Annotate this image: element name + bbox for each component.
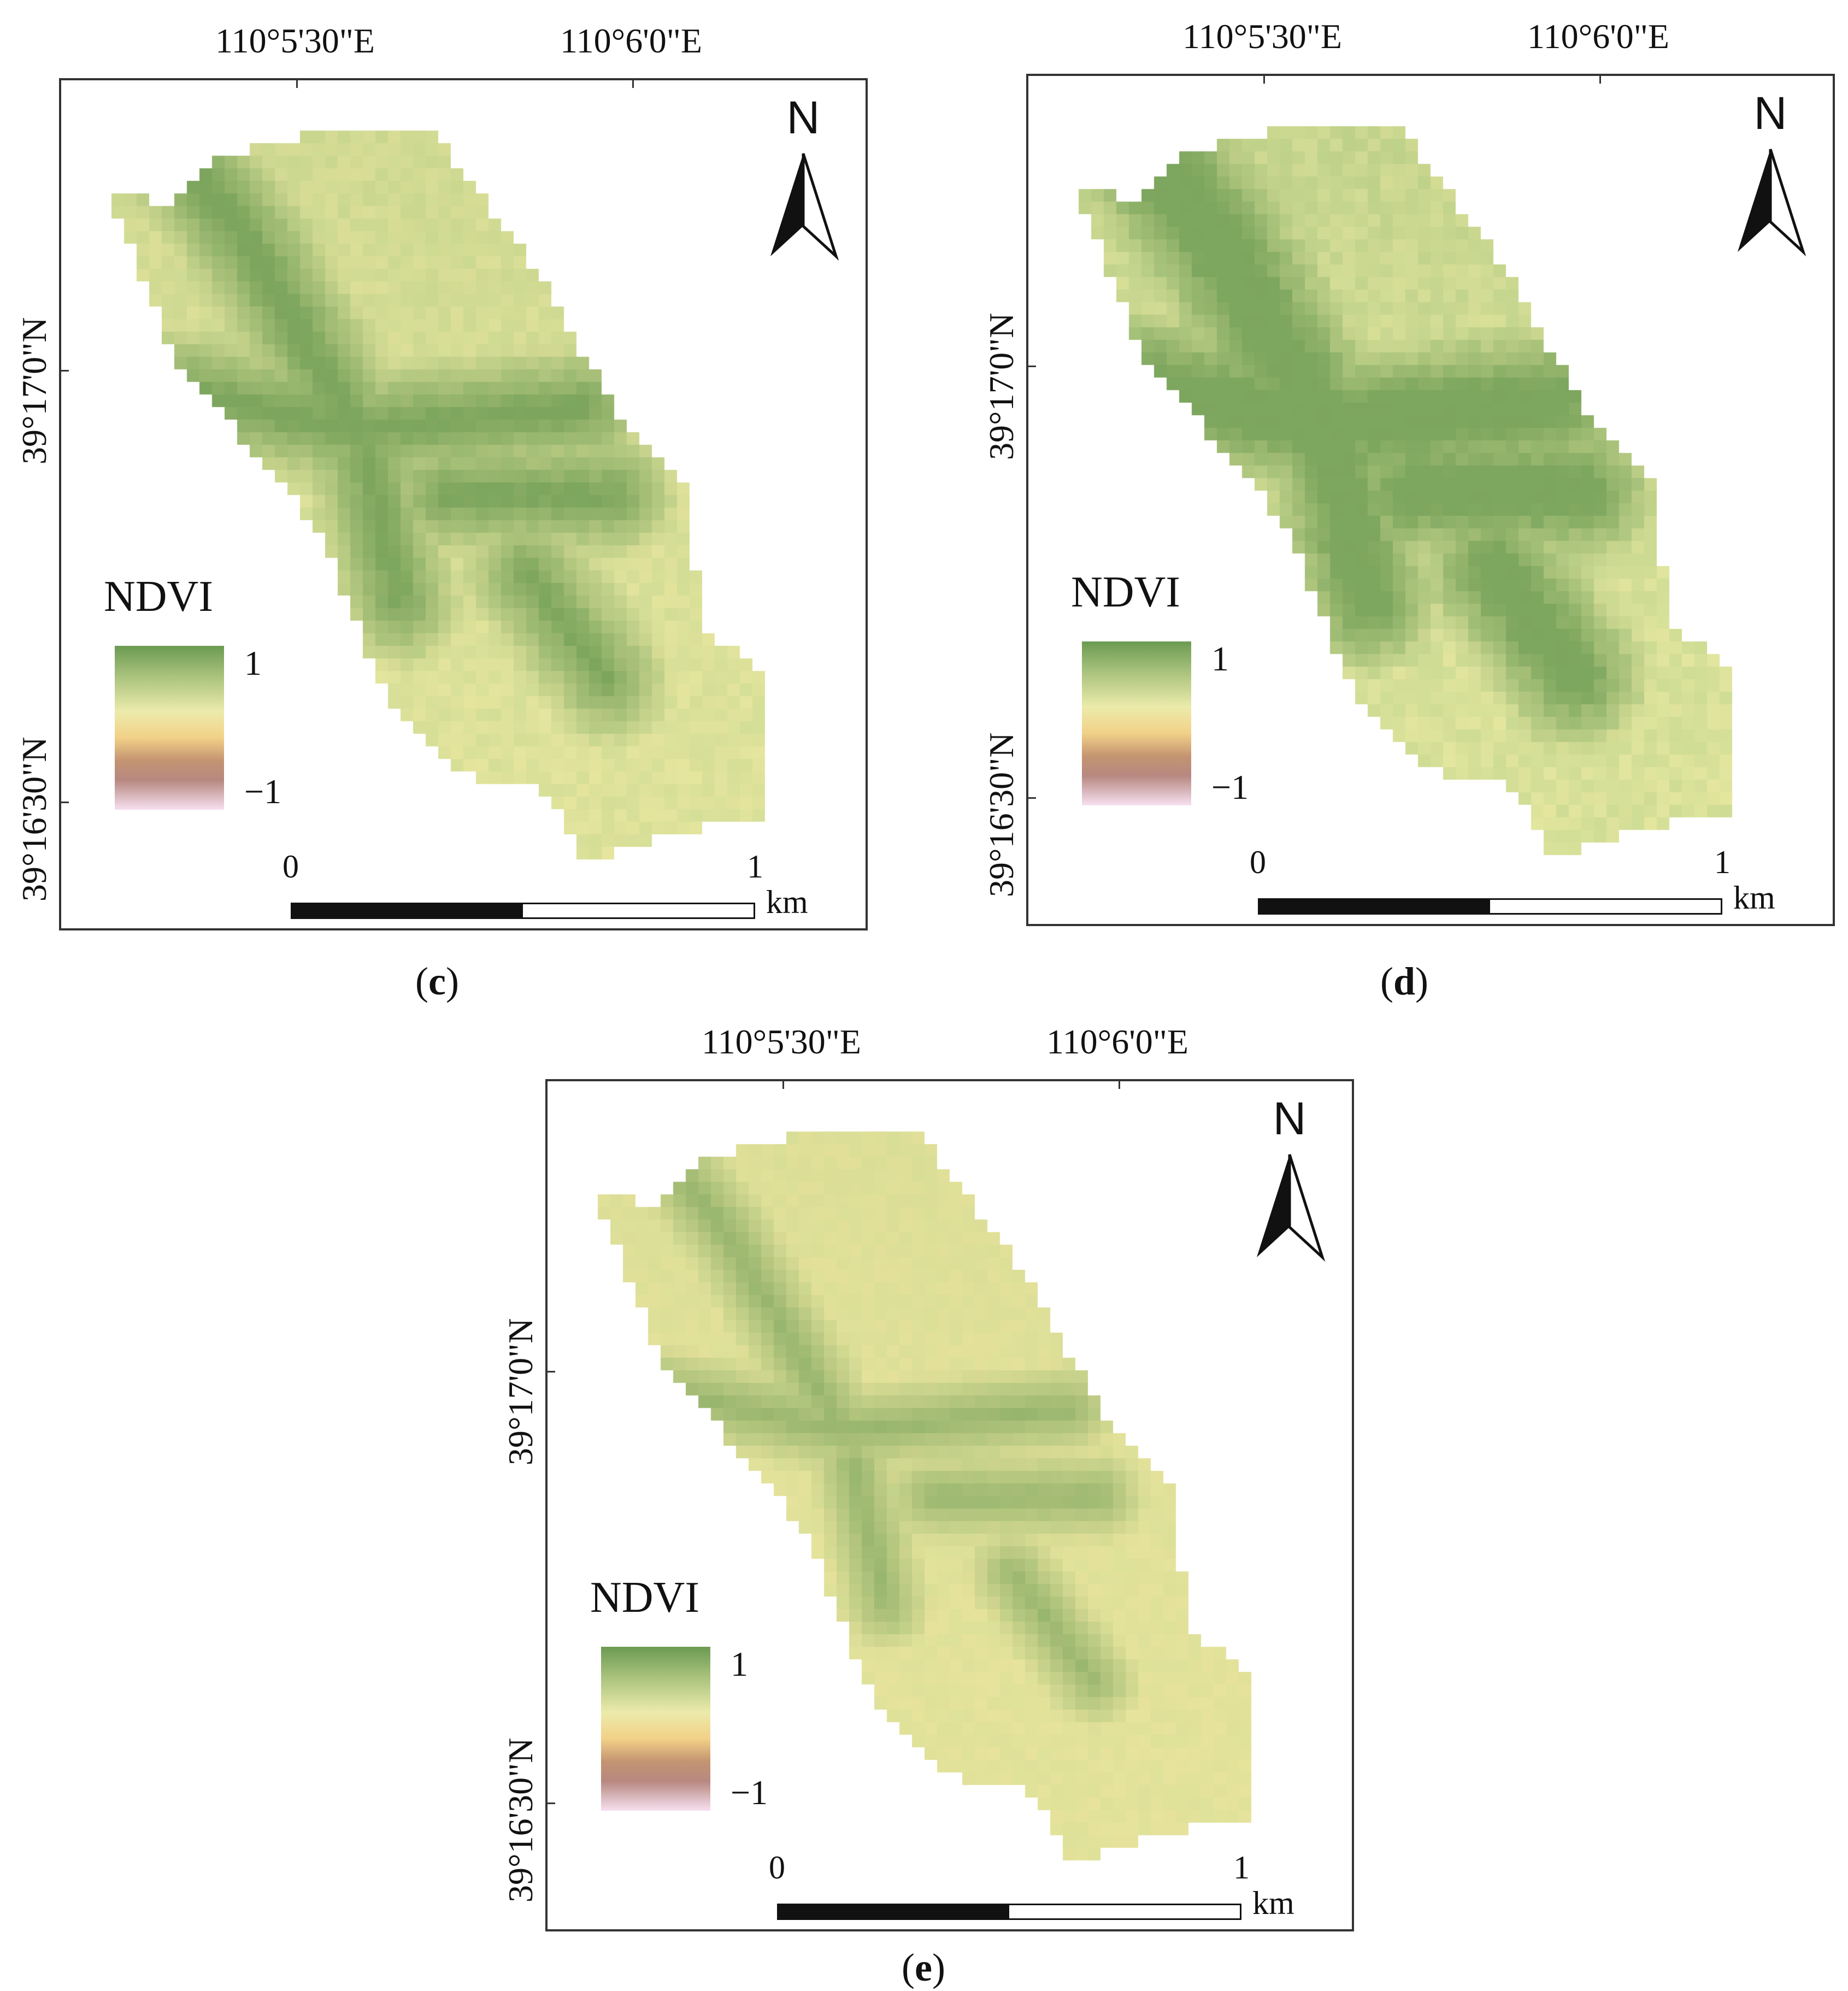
map-frame: N NDVI 1 −1 0 1 km — [545, 1079, 1354, 1931]
legend-title: NDVI — [590, 1574, 699, 1622]
map-frame: N NDVI 1 −1 0 1 km — [59, 78, 868, 930]
lon-label-2: 110°6'0"E — [1527, 17, 1669, 56]
lon-label-2: 110°6'0"E — [1046, 1022, 1188, 1061]
north-label: N — [1273, 1093, 1306, 1144]
legend-max-label: 1 — [731, 1645, 748, 1683]
legend-min-label: −1 — [1211, 768, 1249, 806]
legend-color-ramp — [601, 1647, 710, 1811]
north-arrow-icon: N — [1257, 1093, 1326, 1262]
scale-unit-label: km — [1252, 1885, 1294, 1921]
scale-start-label: 0 — [1250, 844, 1266, 880]
lat-label-1: 39°17'0"N — [15, 317, 54, 464]
scale-bar — [291, 903, 755, 919]
lat-label-1: 39°17'0"N — [982, 313, 1021, 460]
lat-label-2: 39°16'30"N — [501, 1737, 540, 1902]
panel-label: (e) — [902, 1946, 945, 1989]
panel-label: (c) — [415, 959, 459, 1003]
legend-title: NDVI — [1071, 568, 1180, 616]
north-label: N — [787, 92, 820, 143]
legend-color-ramp — [1082, 641, 1191, 805]
north-arrow-icon: N — [1738, 88, 1806, 257]
scale-start-label: 0 — [769, 1849, 785, 1886]
legend-title: NDVI — [104, 573, 213, 621]
map-frame: N NDVI 1 −1 0 1 km — [1026, 74, 1835, 926]
lat-label-2: 39°16'30"N — [15, 737, 54, 902]
panel-label: (d) — [1380, 959, 1429, 1003]
legend-min-label: −1 — [244, 772, 282, 811]
lon-label-1: 110°5'30"E — [215, 21, 375, 60]
scale-bar — [777, 1904, 1241, 1920]
lon-label-1: 110°5'30"E — [1182, 17, 1342, 56]
legend-color-ramp — [115, 646, 224, 810]
legend-max-label: 1 — [244, 644, 262, 682]
legend-max-label: 1 — [1211, 639, 1229, 678]
lat-label-1: 39°17'0"N — [501, 1318, 540, 1465]
legend-min-label: −1 — [731, 1773, 768, 1812]
scale-unit-label: km — [1733, 880, 1775, 916]
north-label: N — [1754, 88, 1787, 139]
scale-start-label: 0 — [283, 849, 299, 885]
scale-unit-label: km — [766, 884, 808, 920]
lat-label-2: 39°16'30"N — [982, 732, 1021, 897]
lon-label-1: 110°5'30"E — [702, 1022, 861, 1061]
scale-bar — [1258, 898, 1722, 915]
scale-end-label: 1 — [1714, 844, 1731, 880]
north-arrow-icon: N — [770, 92, 839, 261]
scale-end-label: 1 — [747, 849, 763, 885]
lon-label-2: 110°6'0"E — [560, 21, 702, 60]
scale-end-label: 1 — [1233, 1849, 1250, 1886]
